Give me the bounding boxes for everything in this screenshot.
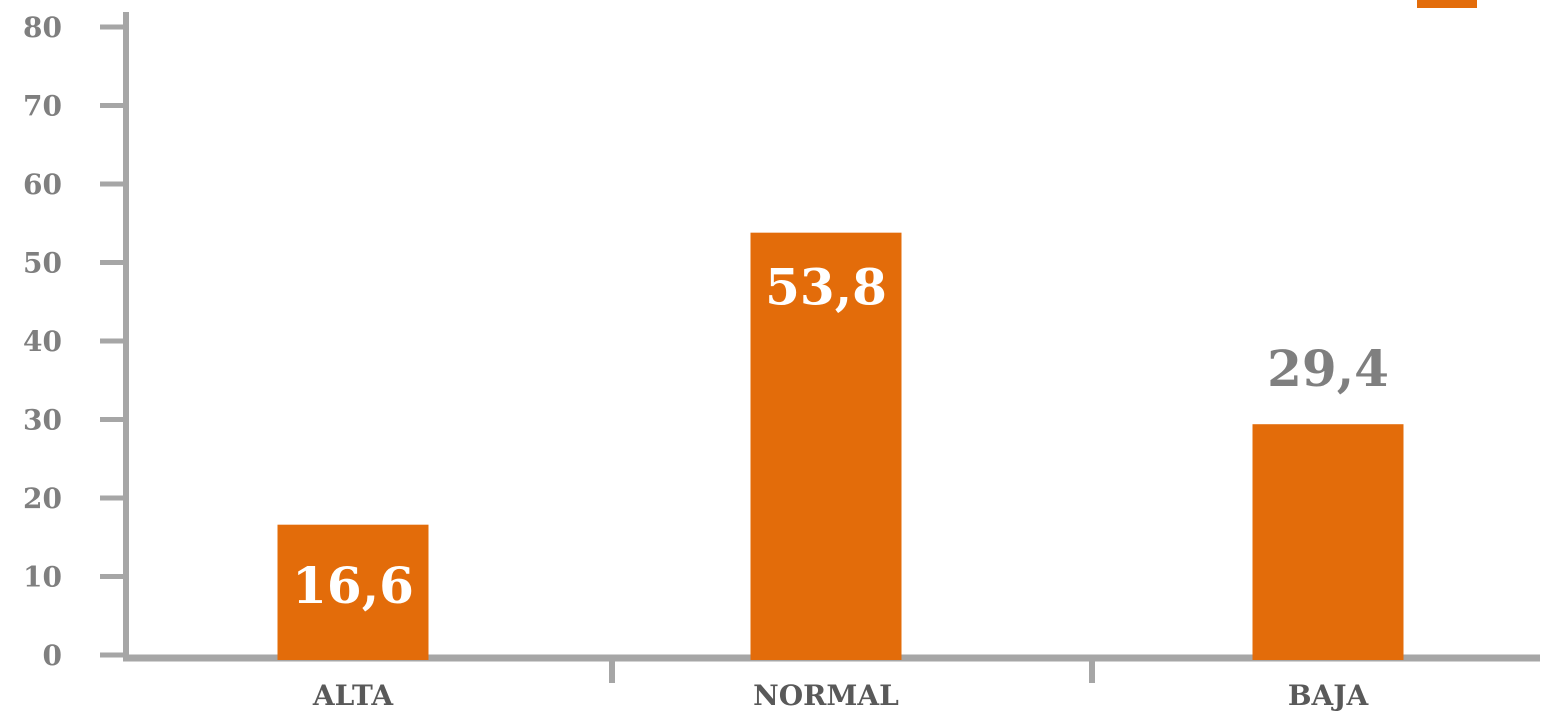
y-tick-label: 30 [23,404,62,437]
x-tick-label: ALTA [312,679,394,712]
y-tick-label: 0 [43,639,62,672]
data-labels: 16,6 53,8 29,4 [292,258,1389,615]
y-tick-label: 50 [23,247,62,280]
y-tick-label: 60 [23,168,62,201]
legend-swatch [1417,0,1477,8]
data-label: 16,6 [292,556,414,615]
x-axis: ALTA NORMAL BAJA [123,654,1540,712]
y-tick-label: 20 [23,482,62,515]
y-tick-label: 40 [23,325,62,358]
y-tick-label: 70 [23,90,62,123]
x-tick-label: NORMAL [753,679,899,712]
y-tick-label: 10 [23,561,62,594]
bar-normal [750,232,902,661]
legend [1417,0,1477,8]
bar-baja [1252,424,1404,660]
data-label: 29,4 [1267,339,1389,398]
data-label: 53,8 [765,258,887,317]
y-tick-label: 80 [23,11,62,44]
bars [277,232,1404,661]
x-tick-label: BAJA [1288,679,1370,712]
bar-alta [277,524,429,660]
y-axis: 0 10 20 30 40 50 60 70 80 [23,11,129,672]
